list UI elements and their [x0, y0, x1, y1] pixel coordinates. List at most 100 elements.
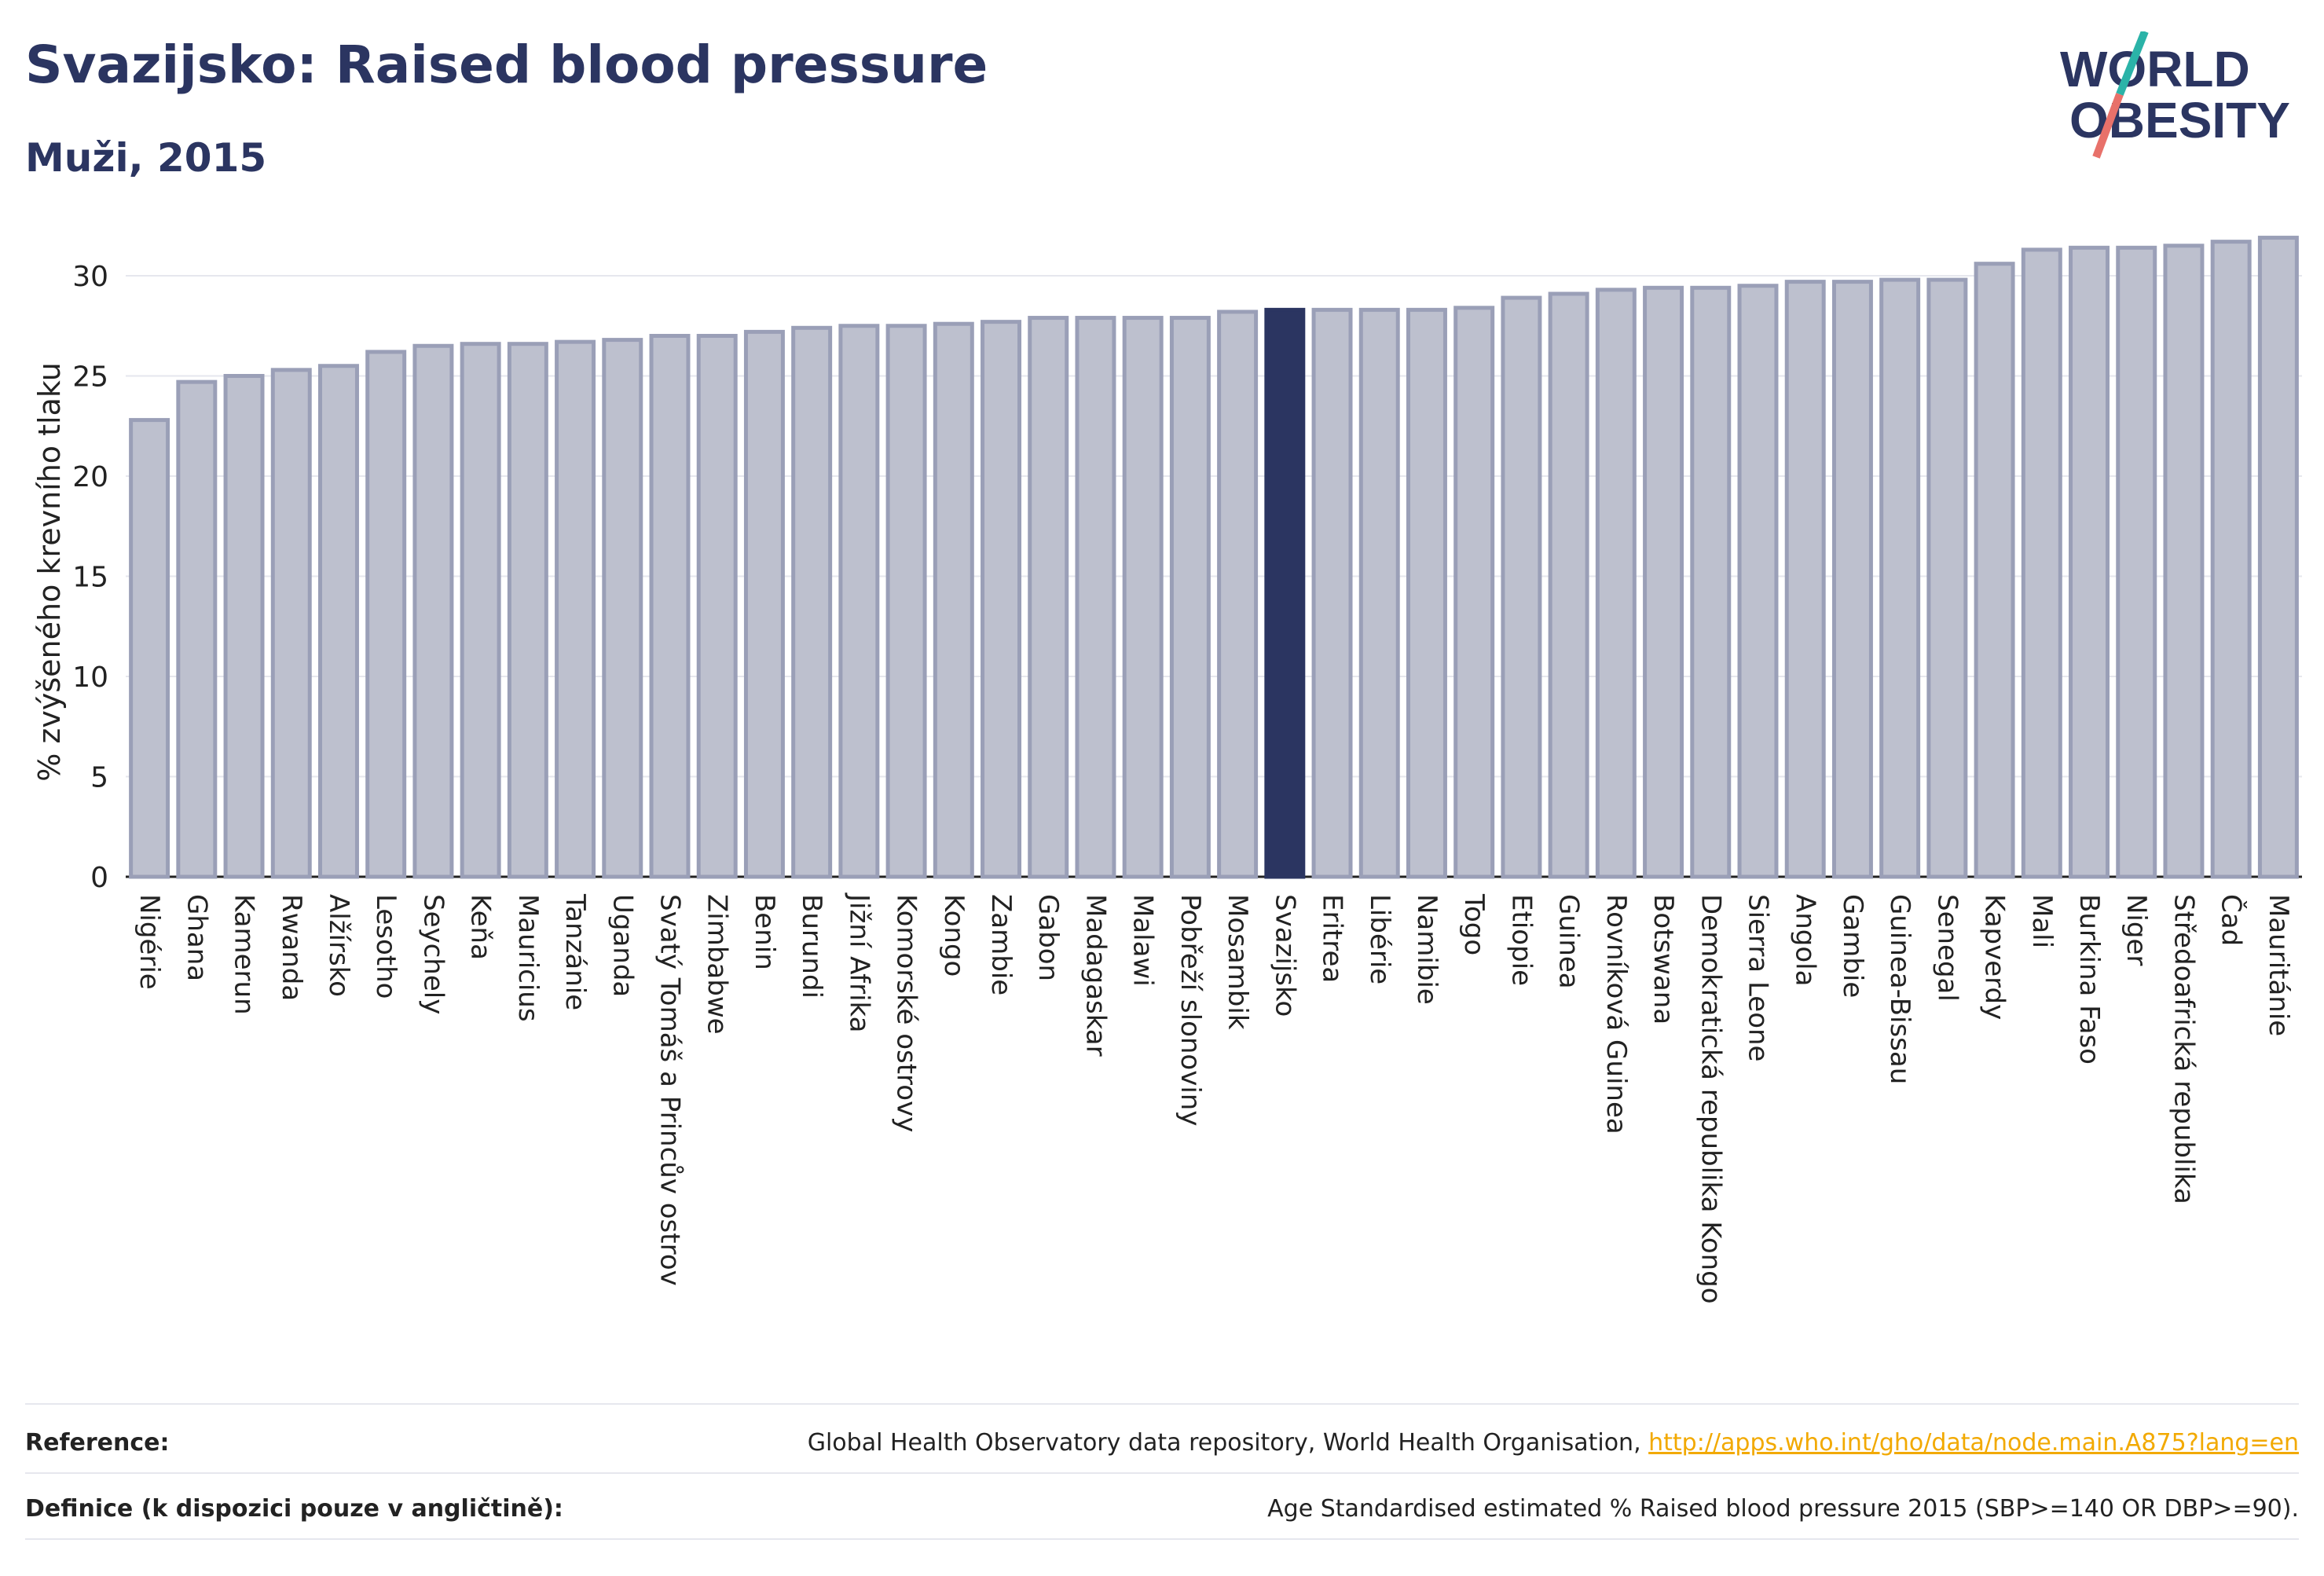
bar: [270, 368, 312, 879]
y-tick-label: 5: [90, 762, 108, 794]
x-tick-label: Eritrea: [1317, 894, 1348, 983]
bar: [791, 325, 833, 879]
bar: [838, 324, 880, 879]
y-tick-label: 0: [90, 862, 108, 894]
bar: [129, 418, 170, 879]
x-tick-label: Ghana: [181, 894, 212, 981]
x-tick-label: Zimbabwe: [702, 894, 733, 1035]
bar: [1028, 316, 1069, 879]
bar: [1974, 262, 2015, 879]
x-tick-label: Pobřeží slonoviny: [1175, 894, 1206, 1126]
reference-link[interactable]: http://apps.who.int/gho/data/node.main.A…: [1648, 1428, 2299, 1457]
definition-row: Definice (k dispozici pouze v angličtině…: [25, 1477, 2299, 1540]
definition-label: Definice (k dispozici pouze v angličtině…: [25, 1494, 563, 1523]
x-tick-label: Uganda: [607, 894, 638, 997]
logo-slash-bottom: [2092, 93, 2124, 159]
page-title: Svazijsko: Raised blood pressure: [25, 35, 988, 95]
x-tick-label: Mauritánie: [2263, 894, 2294, 1036]
bar: [1737, 284, 1779, 879]
reference-value: Global Health Observatory data repositor…: [808, 1429, 2299, 1457]
x-tick-label: Lesotho: [370, 894, 401, 999]
x-tick-label: Rovníková Guinea: [1600, 894, 1632, 1134]
bar: [1690, 285, 1732, 879]
bar: [555, 339, 596, 879]
x-tick-label: Gabon: [1032, 894, 1064, 981]
footer-divider-top: [25, 1403, 2299, 1405]
bar: [1122, 316, 1164, 879]
bar: [1784, 280, 1826, 879]
x-tick-label: Burkina Faso: [2073, 894, 2105, 1065]
bar: [602, 338, 643, 879]
x-tick-label: Namibie: [1411, 894, 1442, 1005]
bar: [2069, 245, 2110, 879]
x-tick-label: Alžírsko: [323, 894, 354, 997]
x-tick-label: Tanzánie: [559, 893, 591, 1010]
x-tick-label: Zambie: [985, 894, 1017, 995]
bar: [1643, 285, 1684, 879]
bar: [1831, 280, 1873, 879]
reference-text: Global Health Observatory data repositor…: [807, 1428, 1649, 1457]
x-tick-label: Komorské ostrovy: [891, 894, 922, 1132]
bar: [933, 321, 974, 879]
x-tick-label: Čad: [2216, 894, 2248, 946]
x-tick-label: Mauricius: [512, 894, 544, 1022]
x-tick-label: Kongo: [938, 894, 970, 977]
x-tick-label: Etiopie: [1505, 894, 1537, 986]
bar: [1075, 316, 1116, 879]
bar: [507, 342, 548, 879]
bar: [1311, 307, 1353, 879]
bar: [885, 324, 927, 879]
bar: [412, 343, 454, 879]
x-tick-label: Libérie: [1364, 894, 1395, 984]
bar: [1217, 310, 1259, 879]
x-tick-label: Burundi: [796, 894, 827, 999]
x-tick-label: Kapverdy: [1979, 894, 2011, 1020]
x-tick-label: Guinea-Bissau: [1884, 894, 1915, 1084]
bar: [2163, 244, 2205, 879]
bar: [223, 374, 265, 879]
bar: [1358, 307, 1400, 879]
bar: [1548, 291, 1589, 879]
x-tick-label: Středoafrická republika: [2168, 894, 2199, 1204]
x-tick-label: Nigérie: [134, 894, 165, 990]
bar-chart: 0 5 10 15 20 25 30 Nigérie Ghana Kamerun Rwanda Al…: [32, 236, 2302, 1304]
x-tick-label: Gambie: [1837, 894, 1868, 998]
y-tick-label: 25: [72, 361, 108, 394]
bar: [1879, 277, 1921, 879]
x-tick-label: Svatý Tomáš a Princův ostrov: [654, 894, 686, 1286]
bar: [2210, 240, 2252, 879]
bar: [1926, 277, 1968, 879]
y-tick-label: 10: [72, 662, 108, 694]
x-tick-label: Mosambik: [1222, 894, 1253, 1030]
world-obesity-logo: WORLD OBESITY: [2060, 31, 2290, 159]
bar-layer: [129, 236, 2299, 879]
x-tick-label: Sierra Leone: [1743, 894, 1774, 1061]
definition-text: Age Standardised estimated % Raised bloo…: [1267, 1494, 2299, 1523]
bar: [1453, 306, 1495, 879]
y-tick-label: 20: [72, 461, 108, 493]
x-tick-label: Demokratická republika Kongo: [1695, 894, 1726, 1304]
bar: [1501, 295, 1542, 879]
bar: [2257, 236, 2299, 879]
footer-divider-middle: [25, 1472, 2299, 1474]
reference-row: Reference: Global Health Observatory dat…: [25, 1411, 2299, 1474]
bar: [2021, 247, 2062, 879]
x-tick-label: Svazijsko: [1269, 894, 1300, 1017]
x-tick-label: Seychely: [417, 894, 449, 1014]
logo-slash-top: [2116, 31, 2149, 96]
x-tick-label: Togo: [1458, 893, 1490, 955]
bar: [1406, 307, 1447, 879]
x-tick-label: Jižní Afrika: [843, 892, 874, 1033]
y-axis-label: % zvýšeného krevního tlaku: [32, 362, 67, 782]
bar: [649, 334, 691, 879]
bar: [696, 334, 738, 879]
x-tick-label: Madagaskar: [1080, 894, 1111, 1057]
page-subtitle: Muži, 2015: [25, 135, 267, 181]
x-tick-label: Mali: [2026, 894, 2058, 948]
x-tick-label: Niger: [2121, 894, 2152, 966]
y-tick-label: 30: [72, 261, 108, 293]
x-tick-label: Benin: [749, 894, 780, 970]
bar: [365, 350, 407, 879]
bar: [2116, 245, 2157, 879]
y-tick-label: 15: [72, 562, 108, 594]
